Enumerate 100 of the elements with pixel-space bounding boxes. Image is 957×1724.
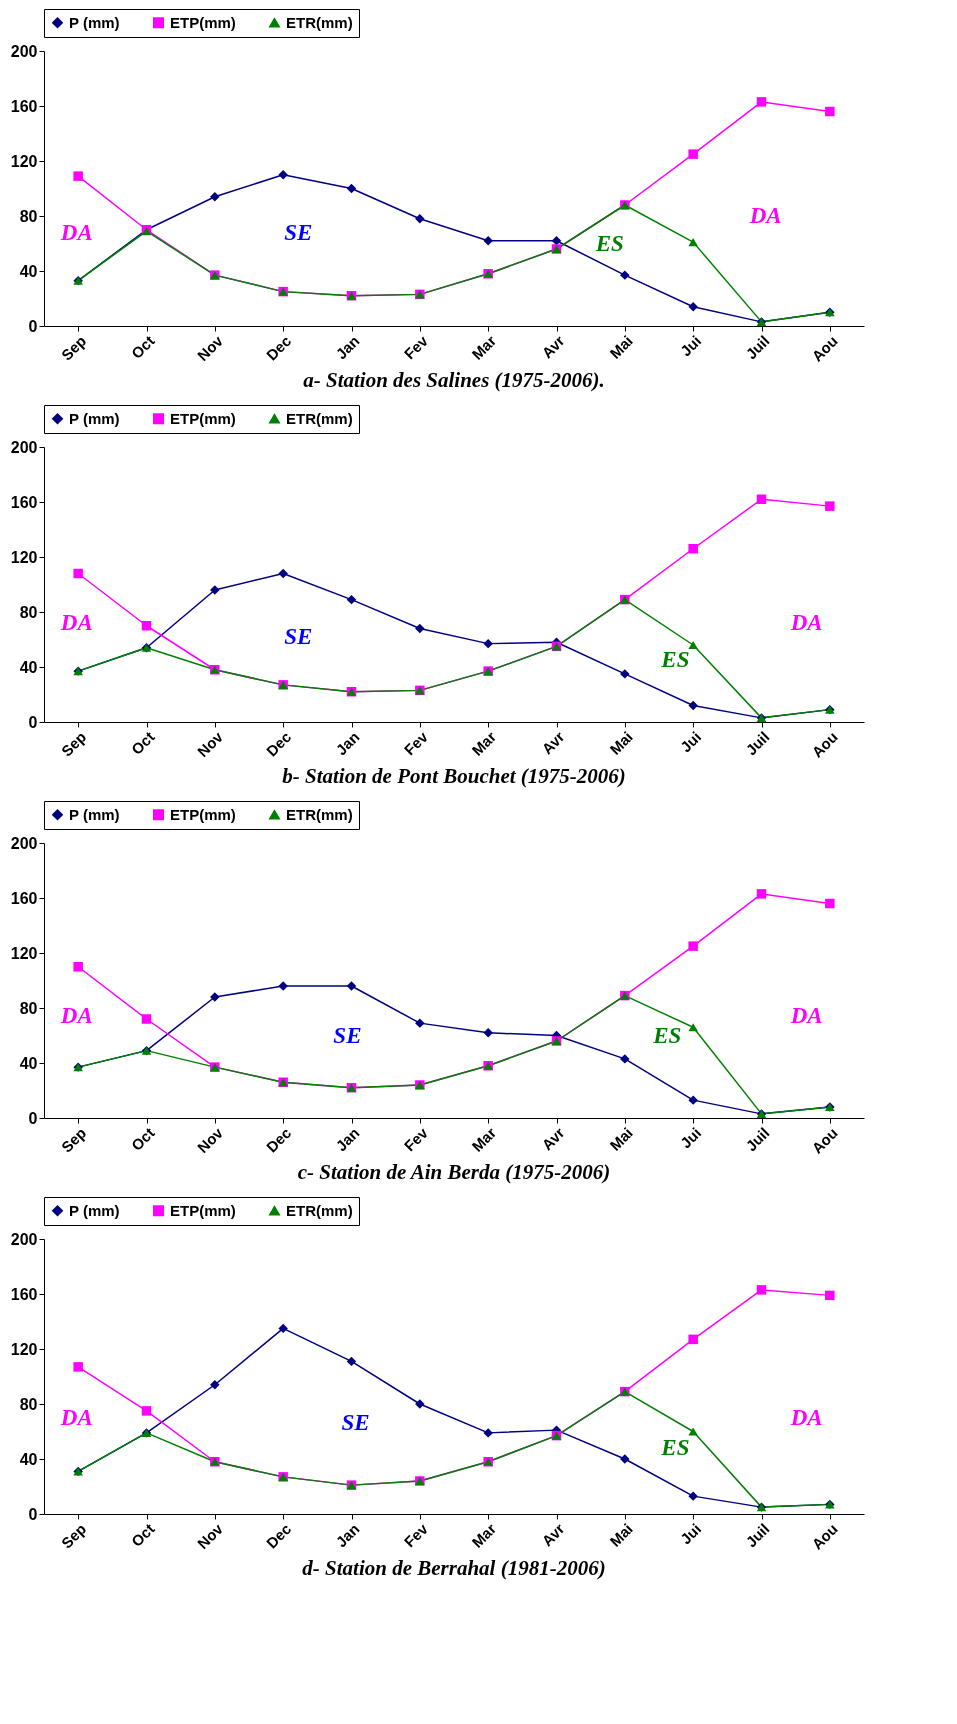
legend-label: ETR(mm) bbox=[286, 13, 353, 31]
annotation: SE bbox=[341, 1410, 370, 1436]
x-tick-label: Oct bbox=[127, 332, 158, 362]
x-tick-label: Fev bbox=[400, 727, 432, 759]
x-tick-label: Sep bbox=[57, 728, 90, 760]
y-tick-label: 160 bbox=[10, 889, 38, 907]
y-tick-label: 200 bbox=[10, 834, 38, 852]
x-tick-label: Jan bbox=[332, 1520, 363, 1551]
legend-label: P (mm) bbox=[69, 409, 120, 427]
annotation: SE bbox=[284, 219, 313, 245]
x-tick-label: Dec bbox=[262, 1520, 295, 1552]
x-tick-label: Juil bbox=[742, 728, 773, 759]
annotation: DA bbox=[789, 1404, 823, 1430]
y-tick-label: 160 bbox=[10, 1285, 38, 1303]
text: b- Station de Pont Bouchet (1975-2006) bbox=[282, 764, 626, 789]
x-tick-label: Nov bbox=[193, 727, 227, 761]
x-tick-label: Nov bbox=[193, 1123, 227, 1157]
annotation: DA bbox=[748, 203, 782, 228]
legend-label: ETP(mm) bbox=[170, 13, 236, 31]
legend-label: ETR(mm) bbox=[286, 1201, 353, 1219]
annotation: SE bbox=[333, 1022, 362, 1048]
y-tick-label: 120 bbox=[10, 548, 38, 566]
y-tick-label: 80 bbox=[19, 603, 38, 621]
x-tick-label: Aou bbox=[808, 728, 841, 761]
annotation: DA bbox=[59, 1404, 93, 1430]
x-tick-label: Mai bbox=[606, 332, 636, 362]
x-tick-label: Fev bbox=[400, 1519, 432, 1551]
annotation: DA bbox=[59, 219, 93, 245]
y-tick-label: 80 bbox=[19, 207, 38, 225]
legend-label: P (mm) bbox=[69, 1201, 120, 1219]
x-tick-label: Mar bbox=[468, 331, 500, 363]
annotation: DA bbox=[59, 1003, 93, 1029]
y-tick-label: 40 bbox=[19, 1054, 38, 1072]
x-tick-label: Jui bbox=[676, 728, 705, 756]
x-tick-label: Jui bbox=[676, 332, 705, 360]
legend-label: ETP(mm) bbox=[170, 409, 236, 427]
x-tick-label: Sep bbox=[57, 332, 90, 364]
annotation: ES bbox=[660, 647, 690, 673]
y-tick-label: 160 bbox=[10, 493, 38, 511]
x-tick-label: Nov bbox=[193, 331, 227, 365]
annotation: ES bbox=[660, 1435, 690, 1460]
x-tick-label: Mar bbox=[468, 1519, 500, 1551]
annotation: ES bbox=[594, 230, 624, 256]
x-tick-label: Dec bbox=[262, 1124, 295, 1156]
x-tick-label: Fev bbox=[400, 1123, 432, 1155]
y-tick-label: 0 bbox=[28, 713, 38, 731]
legend-label: P (mm) bbox=[69, 805, 120, 823]
y-tick-label: 200 bbox=[10, 438, 38, 456]
text: d- Station de Berrahal (1981-2006) bbox=[302, 1556, 606, 1581]
x-tick-label: Jan bbox=[332, 728, 363, 759]
x-tick-label: Aou bbox=[808, 332, 841, 365]
y-tick-label: 120 bbox=[10, 944, 38, 962]
x-tick-label: Dec bbox=[262, 728, 295, 760]
y-tick-label: 0 bbox=[28, 1505, 38, 1523]
annotation: DA bbox=[59, 610, 93, 635]
y-tick-label: 120 bbox=[10, 1340, 38, 1358]
y-tick-label: 120 bbox=[10, 152, 38, 170]
x-tick-label: Avr bbox=[538, 331, 568, 362]
x-tick-label: Aou bbox=[808, 1124, 841, 1157]
annotation: SE bbox=[284, 623, 313, 649]
text: a- Station des Salines (1975-2006). bbox=[303, 368, 605, 393]
legend-label: ETP(mm) bbox=[170, 805, 236, 823]
x-tick-label: Oct bbox=[127, 1520, 158, 1550]
x-tick-label: Nov bbox=[193, 1519, 227, 1553]
annotation: DA bbox=[789, 610, 823, 635]
y-tick-label: 160 bbox=[10, 97, 38, 115]
x-tick-label: Jan bbox=[332, 1124, 363, 1155]
x-tick-label: Jui bbox=[676, 1124, 705, 1152]
x-tick-label: Avr bbox=[538, 1123, 568, 1154]
legend-label: ETP(mm) bbox=[170, 1201, 236, 1219]
annotation: DA bbox=[789, 1003, 823, 1029]
y-tick-label: 80 bbox=[19, 999, 38, 1017]
x-tick-label: Mai bbox=[606, 1124, 636, 1154]
x-tick-label: Sep bbox=[57, 1124, 90, 1156]
annotation: ES bbox=[652, 1022, 682, 1048]
y-tick-label: 80 bbox=[19, 1395, 38, 1413]
y-tick-label: 200 bbox=[10, 1230, 38, 1248]
x-tick-label: Oct bbox=[127, 728, 158, 758]
y-tick-label: 40 bbox=[19, 262, 38, 280]
x-tick-label: Mai bbox=[606, 728, 636, 758]
x-tick-label: Sep bbox=[57, 1520, 90, 1552]
y-tick-label: 40 bbox=[19, 658, 38, 676]
x-tick-label: Mar bbox=[468, 1123, 500, 1155]
x-tick-label: Mai bbox=[606, 1520, 636, 1550]
text: c- Station de Ain Berda (1975-2006) bbox=[297, 1160, 611, 1185]
x-tick-label: Dec bbox=[262, 332, 295, 364]
legend-label: ETR(mm) bbox=[286, 409, 353, 427]
x-tick-label: Juil bbox=[742, 1520, 773, 1551]
legend-label: P (mm) bbox=[69, 13, 120, 31]
x-tick-label: Jan bbox=[332, 332, 363, 363]
y-tick-label: 40 bbox=[19, 1450, 38, 1468]
x-tick-label: Mar bbox=[468, 727, 500, 759]
x-tick-label: Juil bbox=[742, 332, 773, 363]
x-tick-label: Oct bbox=[127, 1124, 158, 1154]
x-tick-label: Fev bbox=[400, 331, 432, 363]
x-tick-label: Juil bbox=[742, 1124, 773, 1155]
y-tick-label: 0 bbox=[28, 1109, 38, 1127]
legend-label: ETR(mm) bbox=[286, 805, 353, 823]
x-tick-label: Aou bbox=[808, 1520, 841, 1553]
y-tick-label: 200 bbox=[10, 42, 38, 60]
